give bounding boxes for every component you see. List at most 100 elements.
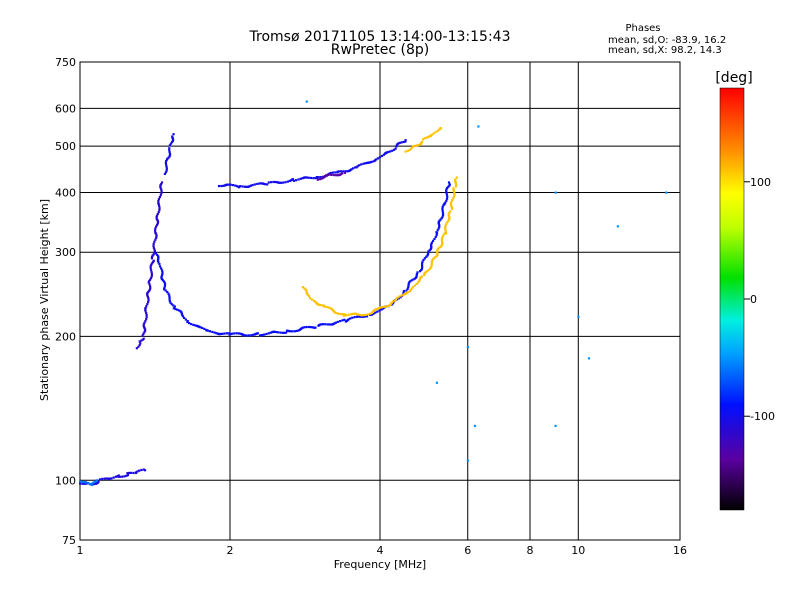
data-point <box>554 191 557 194</box>
data-point <box>153 229 157 232</box>
data-point <box>291 330 294 333</box>
data-point <box>227 183 230 186</box>
data-point <box>169 301 172 304</box>
data-point <box>437 227 440 230</box>
data-point <box>84 481 88 484</box>
data-point <box>203 327 206 330</box>
data-point <box>156 222 159 225</box>
data-point <box>243 334 247 337</box>
data-point <box>114 475 117 478</box>
data-point <box>215 332 218 335</box>
data-point <box>445 199 448 202</box>
data-point <box>174 307 177 311</box>
data-point <box>333 311 336 314</box>
data-point <box>291 178 295 181</box>
data-point <box>157 256 160 259</box>
data-point <box>237 332 241 335</box>
data-point <box>199 326 202 329</box>
data-point <box>410 287 413 290</box>
data-point <box>441 236 444 239</box>
data-point <box>424 137 427 140</box>
data-point <box>247 334 251 337</box>
data-point <box>435 381 438 384</box>
data-point <box>420 267 424 270</box>
data-point <box>336 320 339 324</box>
data-point <box>226 332 229 335</box>
data-point <box>411 286 415 289</box>
data-point <box>315 176 318 179</box>
data-point <box>150 273 154 276</box>
data-point <box>447 181 451 184</box>
data-point <box>211 330 214 334</box>
data-point <box>117 474 120 477</box>
data-point <box>418 270 422 273</box>
data-point <box>437 247 440 250</box>
data-point <box>328 323 332 326</box>
data-point <box>319 178 322 181</box>
data-point <box>453 191 456 194</box>
data-point <box>312 177 315 180</box>
data-point <box>404 139 407 142</box>
data-point <box>168 152 172 155</box>
data-point <box>165 167 168 170</box>
data-point <box>152 242 155 245</box>
data-point <box>221 332 224 335</box>
data-point <box>342 170 345 173</box>
data-point <box>307 325 311 329</box>
data-point <box>154 231 157 234</box>
data-point <box>152 244 155 247</box>
data-point <box>387 304 390 308</box>
data-point <box>439 245 442 248</box>
data-point <box>130 471 133 474</box>
data-point <box>162 280 166 283</box>
data-point <box>297 178 300 181</box>
data-point <box>444 201 447 204</box>
data-point <box>148 288 152 291</box>
data-point <box>326 323 330 326</box>
data-point <box>281 331 285 334</box>
data-point <box>223 332 226 335</box>
data-point <box>430 243 433 246</box>
data-point <box>397 142 400 145</box>
data-point <box>362 315 365 318</box>
data-point <box>406 149 409 152</box>
data-point <box>171 139 174 143</box>
stats-line-o: mean, sd,O: -83.9, 16.2 <box>608 35 726 46</box>
data-point <box>369 161 372 164</box>
data-point <box>444 232 448 235</box>
data-point <box>351 312 354 316</box>
data-point <box>416 271 419 274</box>
data-point <box>153 248 156 251</box>
data-point <box>436 249 439 252</box>
data-point <box>443 203 446 206</box>
data-point <box>136 470 139 473</box>
grid-lines <box>80 62 680 540</box>
data-point <box>187 321 191 325</box>
data-point <box>368 161 371 164</box>
data-point <box>166 290 169 294</box>
data-point <box>339 319 342 323</box>
data-point <box>158 206 161 210</box>
data-point <box>282 181 285 184</box>
data-point <box>190 322 193 326</box>
data-point <box>356 165 359 168</box>
data-point <box>393 299 397 302</box>
data-point <box>378 307 381 310</box>
x-tick-label: 4 <box>377 544 384 557</box>
data-point <box>446 195 449 198</box>
data-point <box>168 300 171 303</box>
x-tick-label: 2 <box>227 544 234 557</box>
data-point <box>242 333 245 337</box>
data-point <box>450 206 454 209</box>
data-point <box>273 330 277 333</box>
data-point <box>145 314 148 317</box>
data-point <box>323 305 326 308</box>
data-point <box>97 480 100 483</box>
data-point <box>152 260 155 264</box>
data-point <box>155 235 158 238</box>
data-point <box>163 283 167 286</box>
data-point <box>343 313 346 316</box>
data-point <box>155 223 159 227</box>
data-point <box>171 135 174 138</box>
data-point <box>295 179 298 182</box>
